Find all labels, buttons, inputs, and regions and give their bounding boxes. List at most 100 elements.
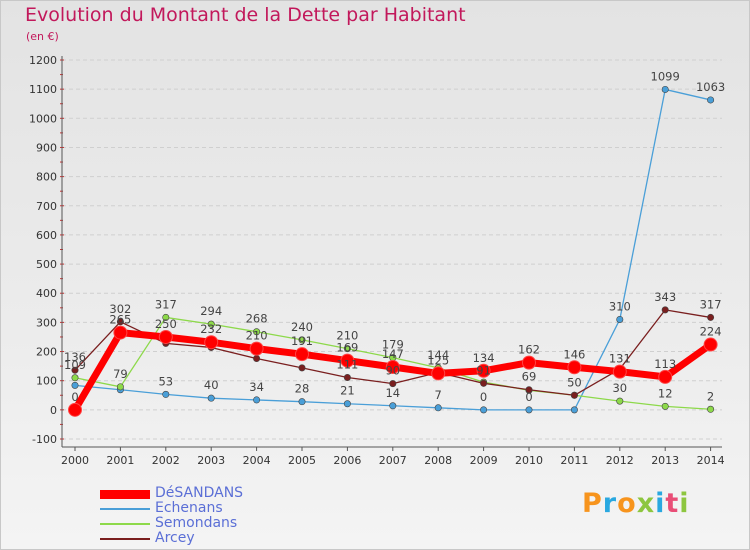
data-point [525, 386, 533, 394]
data-label: 0 [71, 390, 78, 404]
data-point [476, 363, 491, 378]
data-label: 210 [246, 329, 268, 343]
data-label: 91 [476, 363, 491, 377]
x-tick-label: 2003 [197, 454, 225, 467]
y-tick-label: 300 [36, 316, 57, 329]
data-point [295, 347, 309, 362]
y-tick-label: 1100 [29, 83, 57, 96]
x-tick-label: 2011 [560, 454, 588, 467]
data-label: 224 [700, 325, 722, 339]
data-label: 250 [155, 317, 177, 331]
data-label: 1063 [696, 80, 725, 94]
data-point [249, 341, 264, 356]
data-point [661, 402, 669, 410]
data-label: 113 [654, 357, 676, 371]
data-point [707, 96, 715, 104]
data-label: 125 [427, 353, 449, 367]
unit-label: (en €) [26, 30, 59, 43]
data-point [116, 318, 124, 326]
data-point [434, 404, 442, 412]
data-label: 310 [609, 299, 631, 313]
data-point [113, 325, 128, 340]
data-point [567, 360, 582, 375]
data-point [343, 373, 351, 381]
x-tick-label: 2013 [651, 454, 679, 467]
x-tick-label: 2012 [606, 454, 634, 467]
logo-letter: i [679, 488, 690, 519]
x-tick-label: 2001 [106, 454, 134, 467]
data-label: 144 [427, 348, 449, 362]
x-tick-label: 2009 [470, 454, 498, 467]
data-label: 53 [158, 374, 173, 388]
x-tick-label: 2005 [288, 454, 316, 467]
data-point [389, 380, 397, 388]
data-point [71, 374, 79, 382]
data-point [340, 353, 355, 368]
data-point [389, 402, 397, 410]
data-point [612, 364, 627, 379]
data-label: 2 [707, 389, 714, 403]
data-label: 28 [295, 382, 310, 396]
data-point [570, 391, 578, 399]
data-label: 30 [612, 381, 627, 395]
data-label: 179 [382, 338, 404, 352]
legend-swatch [100, 538, 150, 540]
data-point [703, 337, 718, 352]
x-tick-label: 2006 [333, 454, 361, 467]
data-label: 136 [64, 350, 86, 364]
data-label: 21 [340, 384, 355, 398]
legend-label: Arcey [155, 530, 195, 546]
data-point [480, 379, 488, 387]
data-label: 14 [385, 386, 400, 400]
data-point [298, 364, 306, 372]
data-label: 50 [567, 375, 582, 389]
data-point [71, 381, 79, 389]
data-point [158, 329, 173, 344]
y-tick-label: 0 [50, 404, 57, 417]
y-tick-label: 200 [36, 346, 57, 359]
data-label: 240 [291, 320, 313, 334]
logo-letter: t [665, 488, 680, 519]
data-label: 109 [64, 358, 86, 372]
y-tick-label: 100 [36, 375, 57, 388]
data-label: 111 [336, 357, 358, 371]
legend-label: Echenans [155, 500, 223, 516]
data-label: 90 [385, 364, 400, 378]
x-tick-label: 2000 [61, 454, 89, 467]
data-point [162, 313, 170, 321]
logo-letter: r [602, 488, 618, 519]
data-label: 131 [609, 352, 631, 366]
data-point [525, 406, 533, 414]
data-point [522, 355, 536, 370]
logo-letter: o [617, 488, 637, 519]
data-label: 69 [522, 370, 537, 384]
legend-label: DéSANDANS [155, 485, 244, 501]
legend-swatch [100, 508, 150, 510]
data-point [253, 355, 261, 363]
data-point [207, 320, 215, 328]
data-label: 169 [336, 341, 358, 355]
data-point [661, 85, 669, 93]
y-tick-label: 900 [36, 141, 57, 154]
data-label: 317 [700, 297, 722, 311]
data-point [616, 315, 624, 323]
legend-label: Semondans [155, 515, 238, 531]
data-point [298, 336, 306, 344]
data-point [253, 328, 261, 336]
data-label: 343 [654, 290, 676, 304]
chart-canvas: -100010020030040050060070080090010001100… [29, 54, 725, 467]
y-tick-label: 1000 [29, 112, 57, 125]
data-point [298, 398, 306, 406]
data-label: 12 [658, 386, 673, 400]
data-label: 302 [109, 302, 131, 316]
data-point [707, 313, 715, 321]
data-label: 191 [291, 334, 313, 348]
data-label: 134 [473, 351, 495, 365]
x-tick-label: 2008 [424, 454, 452, 467]
data-label: 162 [518, 343, 540, 357]
legend-swatch [100, 523, 150, 525]
x-tick-label: 2010 [515, 454, 543, 467]
data-label: 232 [200, 322, 222, 336]
y-tick-label: 400 [36, 287, 57, 300]
